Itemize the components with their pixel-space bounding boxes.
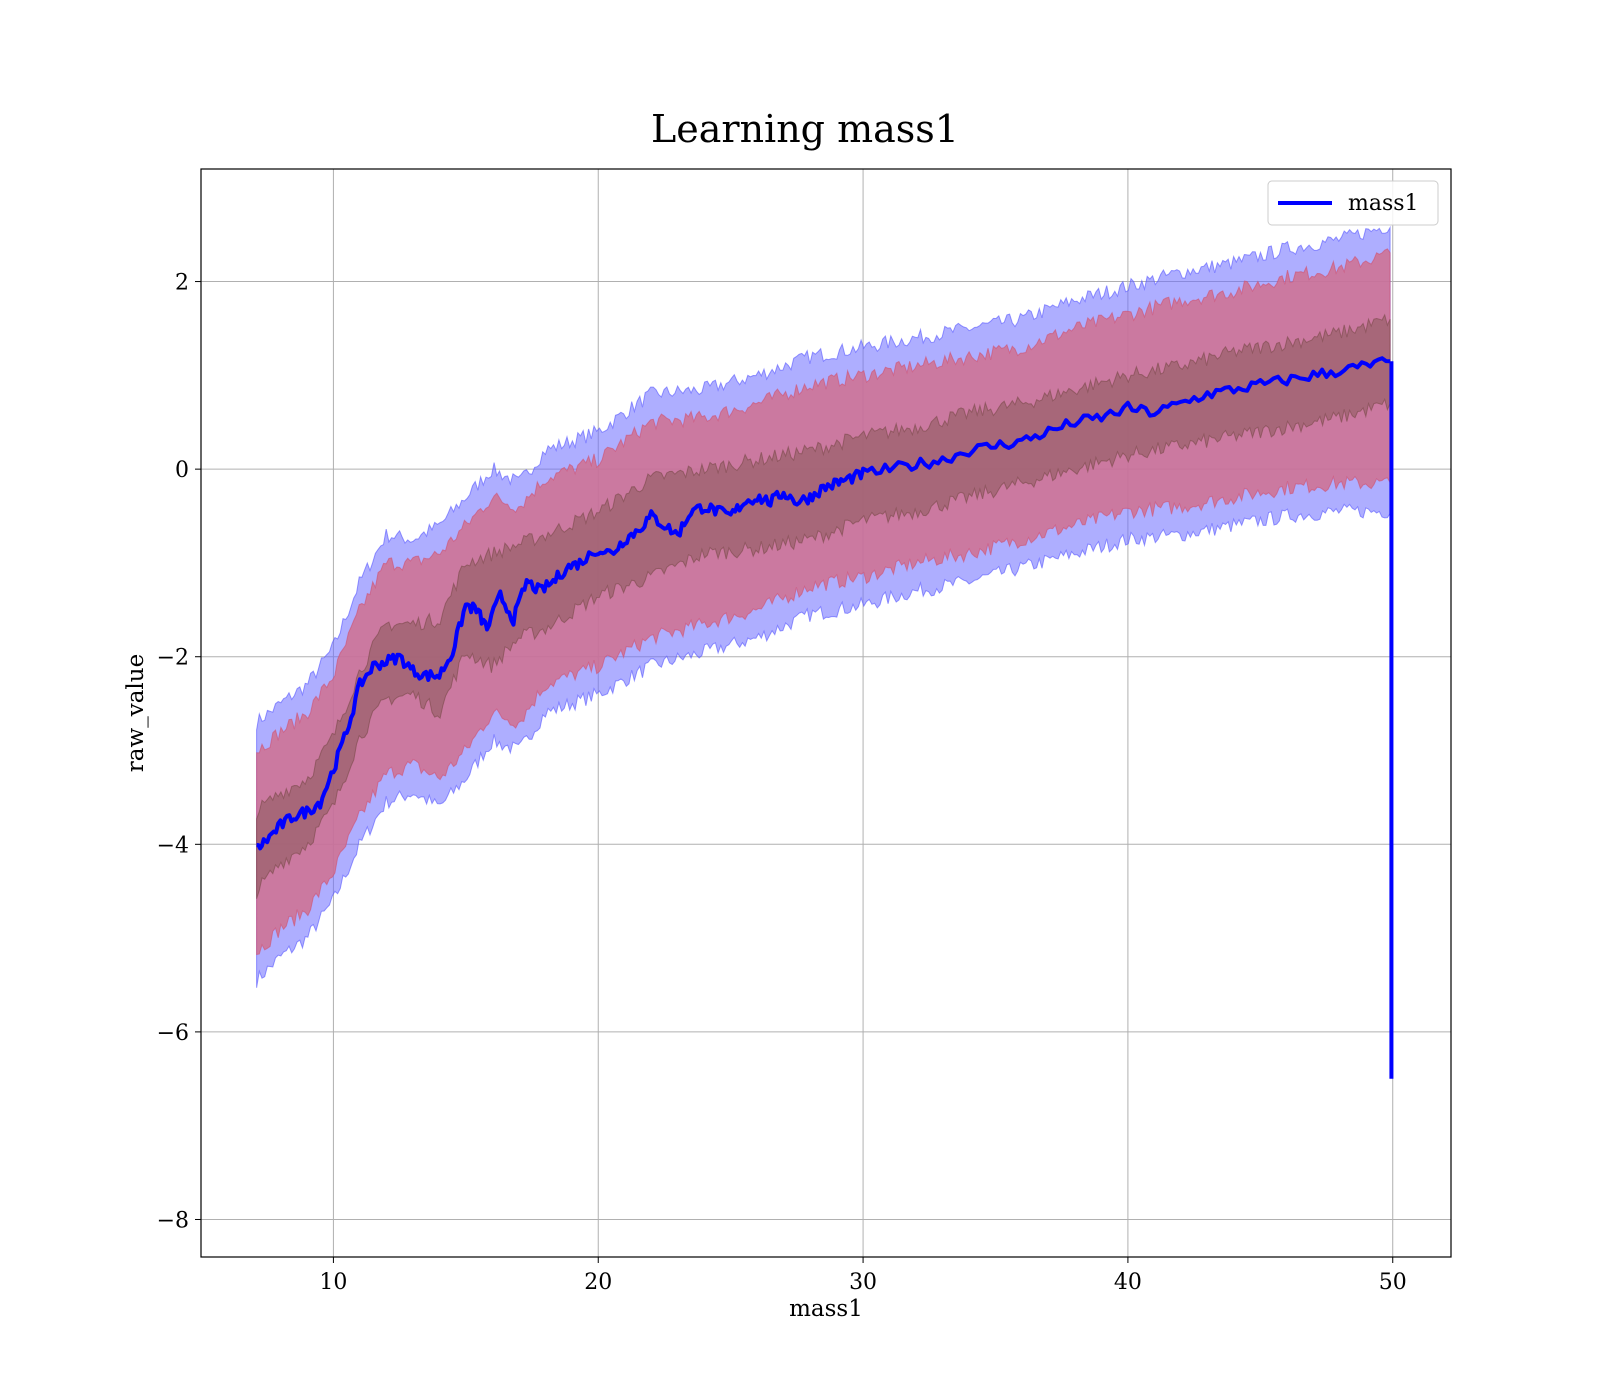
legend-box [1267, 180, 1439, 226]
legend: mass1 [1267, 180, 1439, 226]
y-ticks: −8 −6 −4 −2 0 2 [157, 271, 201, 1233]
x-tick-label: 10 [319, 1270, 347, 1295]
x-tick-label: 40 [1114, 1270, 1142, 1295]
y-tick-label: −8 [157, 1208, 189, 1233]
chart-title: Learning mass1 [651, 107, 959, 151]
series-line-mass1 [256, 356, 1391, 851]
x-tick-label: 20 [584, 1270, 612, 1295]
plot-frame [200, 168, 1452, 1258]
y-tick-label: −2 [157, 646, 189, 671]
y-tick-label: −6 [157, 1021, 189, 1046]
bands [256, 225, 1391, 988]
x-tick-label: 50 [1379, 1270, 1407, 1295]
y-axis-label: raw_value [123, 654, 149, 772]
series-lines [256, 356, 1394, 1079]
y-tick-label: −4 [157, 833, 189, 858]
legend-label: mass1 [1348, 191, 1419, 216]
x-tick-label: 30 [849, 1270, 877, 1295]
plot-area: 10 20 30 40 50 −8 −6 −4 −2 0 2 [157, 168, 1452, 1295]
x-ticks: 10 20 30 40 50 [319, 1257, 1407, 1295]
y-tick-label: 0 [175, 458, 189, 483]
y-tick-label: 2 [175, 271, 189, 296]
x-axis-label: mass1 [789, 1296, 863, 1322]
